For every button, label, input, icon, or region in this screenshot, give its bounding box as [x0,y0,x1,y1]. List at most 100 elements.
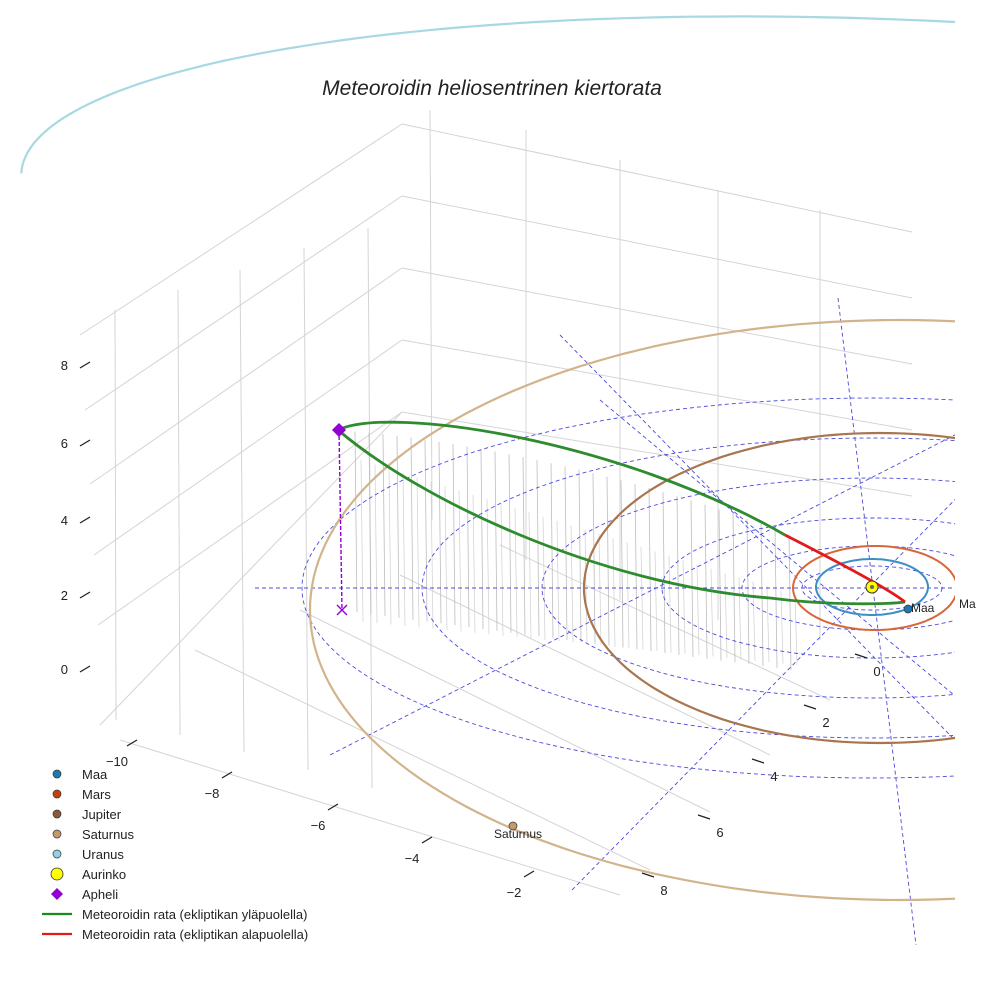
drop-line [466,446,470,628]
back-wall-gridline [79,123,403,336]
drop-line [542,516,546,640]
x-tick-mark [327,803,339,811]
earth-label: Maa [911,601,935,615]
legend: Maa Mars Jupiter Saturnus Uranus Aurinko Aphel… [42,767,308,942]
drop-line [508,454,512,633]
legend-label: Meteoroidin rata (ekliptikan yläpuolella… [82,907,307,922]
legend-label: Uranus [82,847,124,862]
drop-line [472,494,476,633]
back-wall-gridline [84,195,403,411]
drop-line [738,577,742,660]
z-tick-mark [79,665,91,673]
back-wall-vertical [114,309,117,721]
y-tick-mark [751,758,765,764]
drop-line [592,473,596,644]
floor-gridline [399,574,771,756]
y-tick-mark [641,872,655,878]
legend-label: Apheli [82,887,118,902]
y-tick-mark [854,653,868,659]
ecliptic-grid-spoke [571,498,955,891]
trajectory-drop-lines [354,431,798,670]
back-wall-gridline [97,411,403,626]
drop-line [514,507,518,638]
sun-core [870,585,874,589]
drop-line [556,520,560,642]
legend-item: Saturnus [52,827,135,842]
drop-line [780,590,784,664]
z-tick-label: 8 [61,358,68,373]
x-tick-mark [421,836,433,844]
drop-line [410,437,414,620]
drop-line [424,439,428,622]
drop-line [648,488,652,652]
z-tick-label: 4 [61,513,68,528]
z-tick-mark [79,591,91,599]
drop-line [654,551,658,651]
drop-line [676,496,680,656]
x-tick-mark [126,739,138,747]
legend-item: Apheli [51,887,118,902]
earth-orbit [815,558,929,616]
trajectory-above-ecliptic [337,420,786,537]
floor-gridline [194,649,651,871]
drop-line [374,464,378,624]
drop-line [500,503,504,636]
aphelion-projection-marker [336,604,348,616]
ecliptic-grid-ring [421,437,955,739]
legend-label: Meteoroidin rata (ekliptikan alapuolella… [82,927,308,942]
ecliptic-grid-spoke [329,434,955,756]
floor-edge [99,411,403,726]
trajectory-below-ecliptic [784,533,906,604]
ecliptic-grid-spoke [599,399,955,697]
legend-item: Jupiter [52,807,122,822]
legend-label: Maa [82,767,108,782]
drop-line [522,457,526,635]
drop-line [360,460,364,622]
drop-line [704,504,708,659]
drop-line [494,451,498,631]
drop-line [606,476,610,646]
saturn-marker [508,821,518,831]
drop-line [640,546,644,650]
drop-line [430,481,434,629]
y-tick-label: 8 [660,883,667,898]
legend-swatch [50,867,64,881]
legend-label: Saturnus [82,827,135,842]
legend-swatch [52,809,62,819]
drop-line [578,469,582,642]
drop-line [368,432,372,615]
legend-item: Maa [52,767,108,782]
drop-line [620,480,624,648]
side-wall-gridline [401,411,913,497]
drop-line [718,509,722,661]
drop-line [690,500,694,657]
legend-item: Aurinko [50,867,126,882]
back-wall-vertical [177,289,181,736]
side-wall-gridline [401,267,913,365]
legend-item: Uranus [52,847,124,862]
drop-line [788,534,792,670]
drop-line [382,434,386,616]
drop-line [724,573,728,658]
back-wall-gridline [93,339,403,556]
y-tick-mark [803,704,817,710]
drop-line [458,490,462,632]
x-tick-label: −10 [106,754,128,769]
jupiter-orbit [582,431,955,745]
legend-label: Mars [82,787,111,802]
side-wall-gridline [401,123,913,233]
drop-line [612,538,616,647]
drop-line [452,443,456,626]
z-tick-mark [79,439,91,447]
z-tick-label: 6 [61,436,68,451]
x-tick-label: −4 [405,851,420,866]
legend-item: Meteoroidin rata (ekliptikan alapuolella… [42,927,308,942]
drop-line [570,525,574,643]
chart-title: Meteoroidin heliosentrinen kiertorata [322,77,662,100]
back-wall-gridline [89,267,403,485]
drop-line [416,477,420,628]
z-tick-label: 2 [61,588,68,603]
legend-swatch [51,888,63,900]
drop-line [682,559,686,654]
saturn-orbit [308,318,955,902]
